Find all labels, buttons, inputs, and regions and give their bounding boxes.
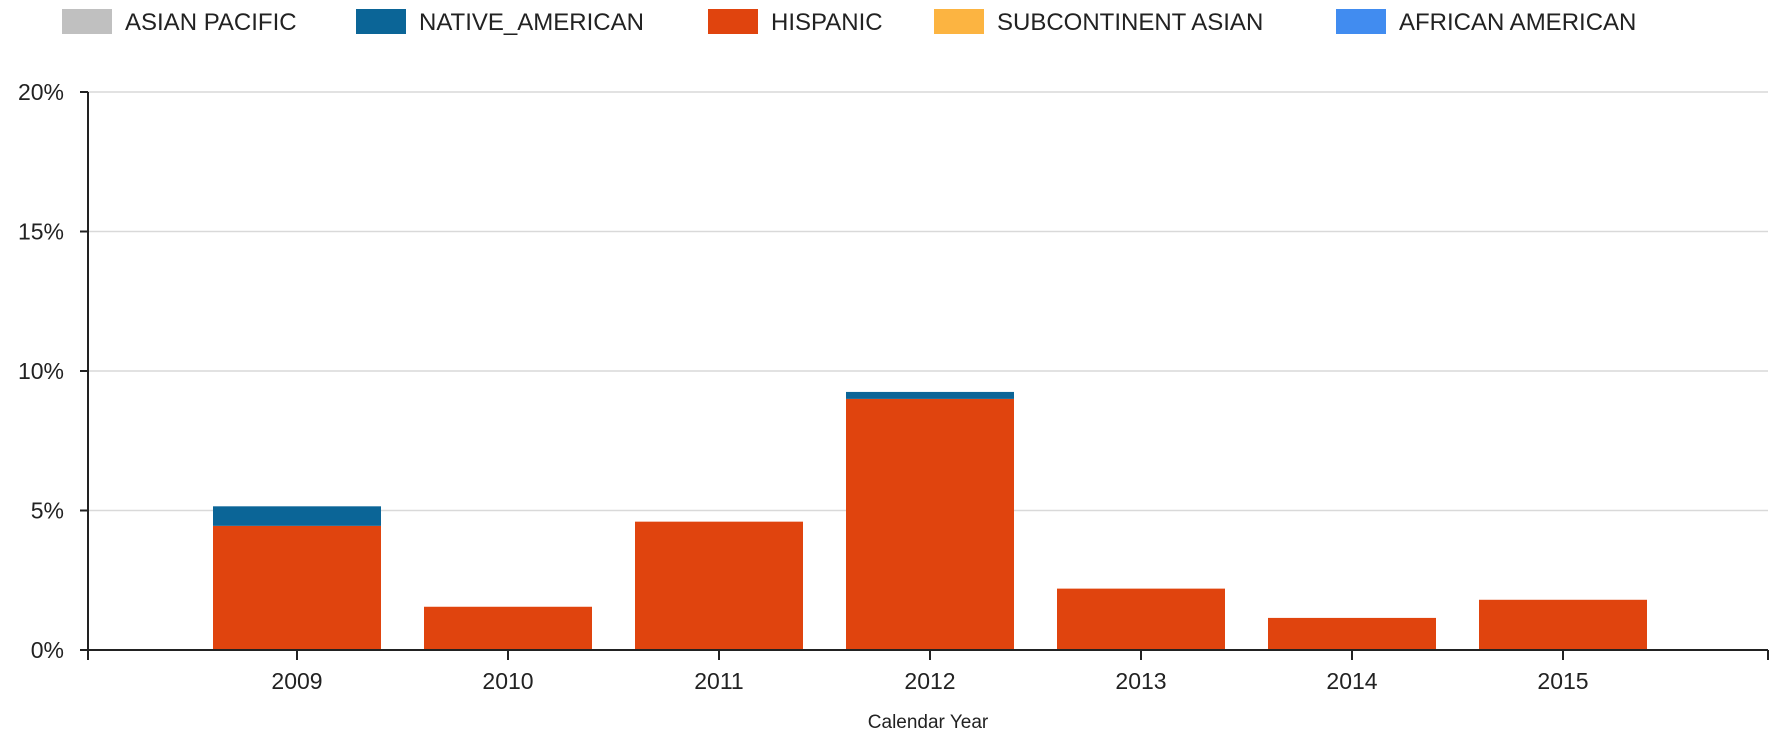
legend-item: ASIAN PACIFIC: [62, 9, 297, 36]
bars: [213, 391, 1647, 650]
y-tick-label: 15%: [18, 219, 64, 245]
legend: ASIAN PACIFIC NATIVE_AMERICAN HISPANIC SUBC…: [62, 9, 1636, 36]
legend-item: SUBCONTINENT ASIAN: [934, 9, 1263, 36]
legend-label: AFRICAN AMERICAN: [1399, 9, 1636, 36]
bar-segment-2015-hispanic: [1479, 599, 1647, 650]
bar-segment-2009-native-american: [213, 506, 381, 526]
x-tick-label: 2009: [271, 668, 322, 694]
x-tick-label: 2013: [1115, 668, 1166, 694]
y-axis-ticks: 0% 5% 10% 15% 20%: [18, 79, 88, 663]
x-tick-label: 2015: [1537, 668, 1588, 694]
legend-label: HISPANIC: [771, 9, 883, 36]
legend-label: ASIAN PACIFIC: [125, 9, 297, 36]
y-tick-label: 20%: [18, 79, 64, 105]
bar-segment-2012-hispanic: [846, 398, 1014, 650]
legend-item: AFRICAN AMERICAN: [1336, 9, 1636, 36]
bar-segment-2012-native-american: [846, 391, 1014, 399]
bar-segment-2014-hispanic: [1268, 617, 1436, 650]
y-tick-label: 0%: [31, 637, 64, 663]
bar-segment-2009-hispanic: [213, 525, 381, 650]
bar-segment-2013-hispanic: [1057, 588, 1225, 650]
legend-swatch: [356, 9, 406, 34]
x-tick-label: 2010: [482, 668, 533, 694]
legend-label: SUBCONTINENT ASIAN: [997, 9, 1263, 36]
axes: [80, 92, 1768, 660]
x-tick-label: 2012: [904, 668, 955, 694]
legend-item: NATIVE_AMERICAN: [356, 9, 644, 36]
legend-swatch: [62, 9, 112, 34]
x-axis-title: Calendar Year: [868, 712, 989, 732]
x-axis-ticks: 2009 2010 2011 2012 2013 2014 2015: [271, 650, 1769, 694]
bar-segment-2011-hispanic: [635, 521, 803, 650]
y-tick-label: 10%: [18, 358, 64, 384]
x-tick-label: 2014: [1326, 668, 1377, 694]
legend-swatch: [708, 9, 758, 34]
legend-swatch: [934, 9, 984, 34]
legend-item: HISPANIC: [708, 9, 883, 36]
y-tick-label: 5%: [31, 498, 64, 524]
x-tick-label: 2011: [694, 668, 743, 694]
legend-swatch: [1336, 9, 1386, 34]
legend-label: NATIVE_AMERICAN: [419, 9, 644, 36]
bar-segment-2010-hispanic: [424, 606, 592, 650]
